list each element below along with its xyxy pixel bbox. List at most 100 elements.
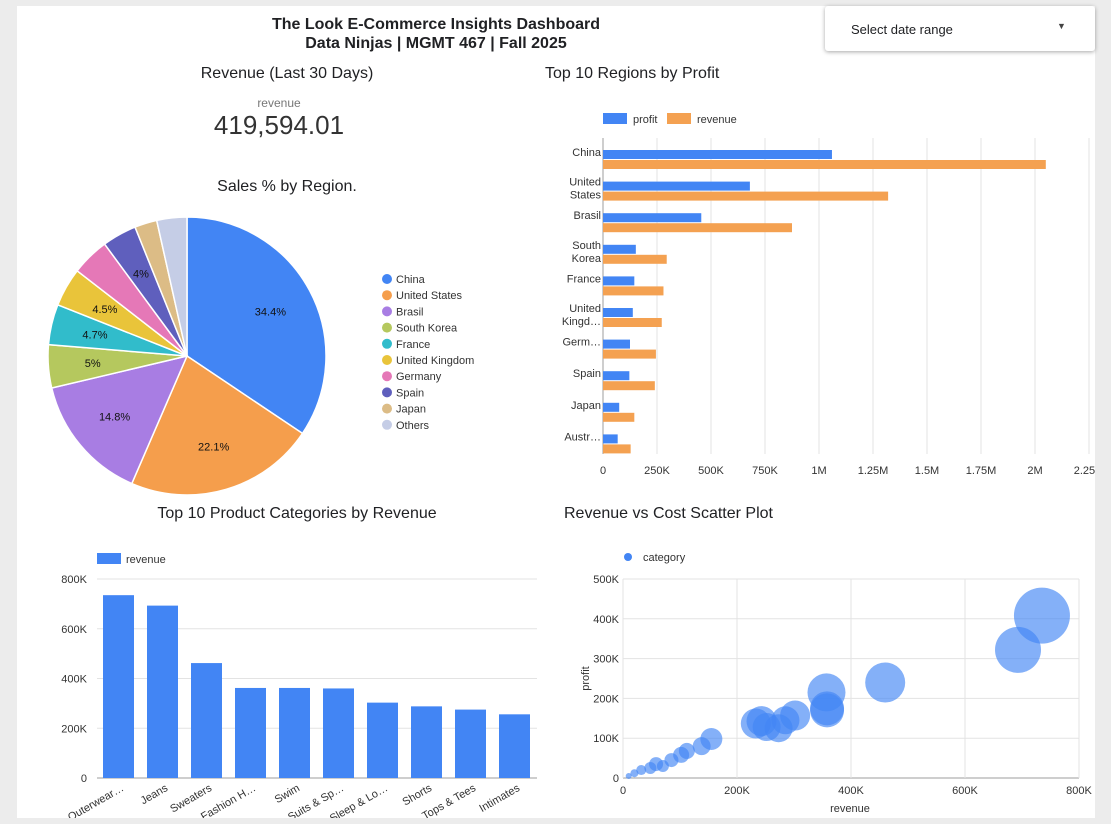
y-tick-label: 0	[81, 773, 87, 785]
scatter-point	[865, 662, 906, 703]
vbar-chart-title: Top 10 Product Categories by Revenue	[157, 505, 437, 522]
bar-profit	[603, 213, 702, 223]
date-range-label: Select date range	[851, 22, 953, 37]
scatter-point	[780, 700, 811, 731]
pie-slice-label: 14.8%	[99, 412, 130, 424]
pie-slice	[186, 216, 327, 435]
x-category-label: Swim	[273, 782, 302, 806]
dashboard-title: The Look E-Commerce Insights Dashboard	[271, 16, 601, 33]
y-category-label: China	[572, 147, 602, 159]
legend-entry: United Kingdom	[396, 355, 474, 367]
pie-slice-label: 4.7%	[82, 330, 107, 342]
legend-swatch	[382, 306, 392, 317]
scatter-point	[636, 765, 647, 776]
y-category-label: States	[570, 190, 602, 202]
legend-entry: profit	[633, 114, 657, 126]
pie-slice-label: 4.5%	[92, 304, 117, 316]
x-tick-label: 0	[600, 465, 606, 477]
bar-revenue	[603, 318, 662, 327]
bar-revenue	[603, 444, 631, 454]
legend-entry: revenue	[697, 114, 737, 126]
y-category-label: South	[572, 240, 601, 252]
scatter-chart-title: Revenue vs Cost Scatter Plot	[564, 505, 773, 522]
pie-chart-title: Sales % by Region.	[217, 178, 357, 195]
regions-profit-chart: profit revenue 0 250K 500K 750K 1M 1.25M 1.5M 1.7…	[562, 113, 1095, 477]
legend-swatch	[382, 371, 392, 382]
x-category-label: Shorts	[400, 782, 434, 809]
dashboard-subtitle: Data Ninjas | MGMT 467 | Fall 2025	[305, 35, 567, 52]
legend-entry: Brasil	[396, 306, 424, 318]
y-category-label: France	[567, 273, 601, 285]
x-tick-label: 1.75M	[966, 465, 997, 477]
date-range-select[interactable]: Select date range ▼	[825, 6, 1095, 51]
y-category-label: Germ…	[563, 337, 602, 349]
bar-revenue	[103, 595, 134, 778]
bar-revenue	[603, 349, 656, 359]
legend-swatch	[667, 113, 691, 124]
bar-revenue	[603, 412, 635, 422]
pie-slice-label: 5%	[85, 358, 101, 370]
bar-revenue	[323, 688, 354, 778]
pie-slice	[130, 354, 304, 496]
bar-profit	[603, 402, 620, 412]
x-tick-label: 200K	[724, 785, 750, 797]
legend-swatch	[382, 355, 392, 365]
legend-swatch	[382, 290, 392, 301]
legend-swatch	[382, 419, 392, 430]
bar-revenue	[603, 191, 889, 201]
bar-revenue	[455, 709, 486, 778]
bar-revenue	[367, 702, 398, 778]
legend-entry: South Korea	[396, 323, 458, 335]
y-tick-label: 300K	[593, 654, 619, 666]
bar-revenue	[147, 605, 178, 778]
y-category-label: Kingd…	[562, 316, 601, 328]
bar-revenue	[603, 286, 664, 296]
y-tick-label: 400K	[61, 674, 87, 686]
bar-revenue	[411, 706, 442, 778]
y-category-label: Korea	[572, 253, 602, 265]
bar-profit	[603, 150, 832, 159]
pie-chart: 34.4% China 22.1% United States 14.8% Brasil 5…	[47, 216, 474, 496]
y-category-label: United	[569, 303, 601, 315]
legend-entry: revenue	[126, 554, 166, 566]
y-tick-label: 400K	[593, 614, 619, 626]
x-tick-label: 2M	[1027, 465, 1042, 477]
y-category-label: United	[569, 177, 601, 189]
y-category-label: Japan	[571, 400, 601, 412]
x-category-label: Intimates	[477, 782, 522, 815]
kpi-title: Revenue (Last 30 Days)	[200, 65, 374, 82]
y-tick-label: 0	[613, 773, 619, 785]
scatter-point	[625, 773, 632, 780]
y-tick-label: 100K	[593, 733, 619, 745]
y-axis-label: profit	[580, 666, 592, 690]
y-tick-label: 500K	[593, 574, 619, 586]
x-tick-label: 1.5M	[915, 465, 939, 477]
y-tick-label: 600K	[61, 624, 87, 636]
x-tick-label: 1M	[811, 465, 826, 477]
y-category-label: Spain	[573, 368, 601, 380]
legend-swatch	[382, 387, 392, 398]
x-axis-label: revenue	[830, 803, 870, 815]
x-tick-label: 500K	[698, 465, 724, 477]
kpi-label: revenue	[257, 96, 301, 110]
bar-revenue	[235, 687, 266, 778]
legend-entry: Spain	[396, 387, 424, 399]
legend-entry: France	[396, 339, 430, 351]
pie-slice	[155, 216, 188, 357]
bar-revenue	[603, 160, 1046, 169]
x-tick-label: 750K	[752, 465, 778, 477]
bar-revenue	[603, 223, 792, 233]
kpi-value: 419,594.01	[213, 110, 345, 140]
legend-swatch	[382, 338, 392, 349]
legend-entry: Others	[396, 420, 430, 432]
x-tick-label: 800K	[1066, 785, 1092, 797]
bar-profit	[603, 339, 630, 349]
legend-entry: China	[396, 274, 426, 286]
legend-swatch	[382, 322, 392, 333]
legend-entry: Germany	[396, 371, 442, 383]
x-tick-label: 400K	[838, 785, 864, 797]
legend-swatch	[97, 553, 121, 564]
x-tick-label: 600K	[952, 785, 978, 797]
bar-profit	[603, 244, 636, 254]
y-tick-label: 200K	[61, 723, 87, 735]
